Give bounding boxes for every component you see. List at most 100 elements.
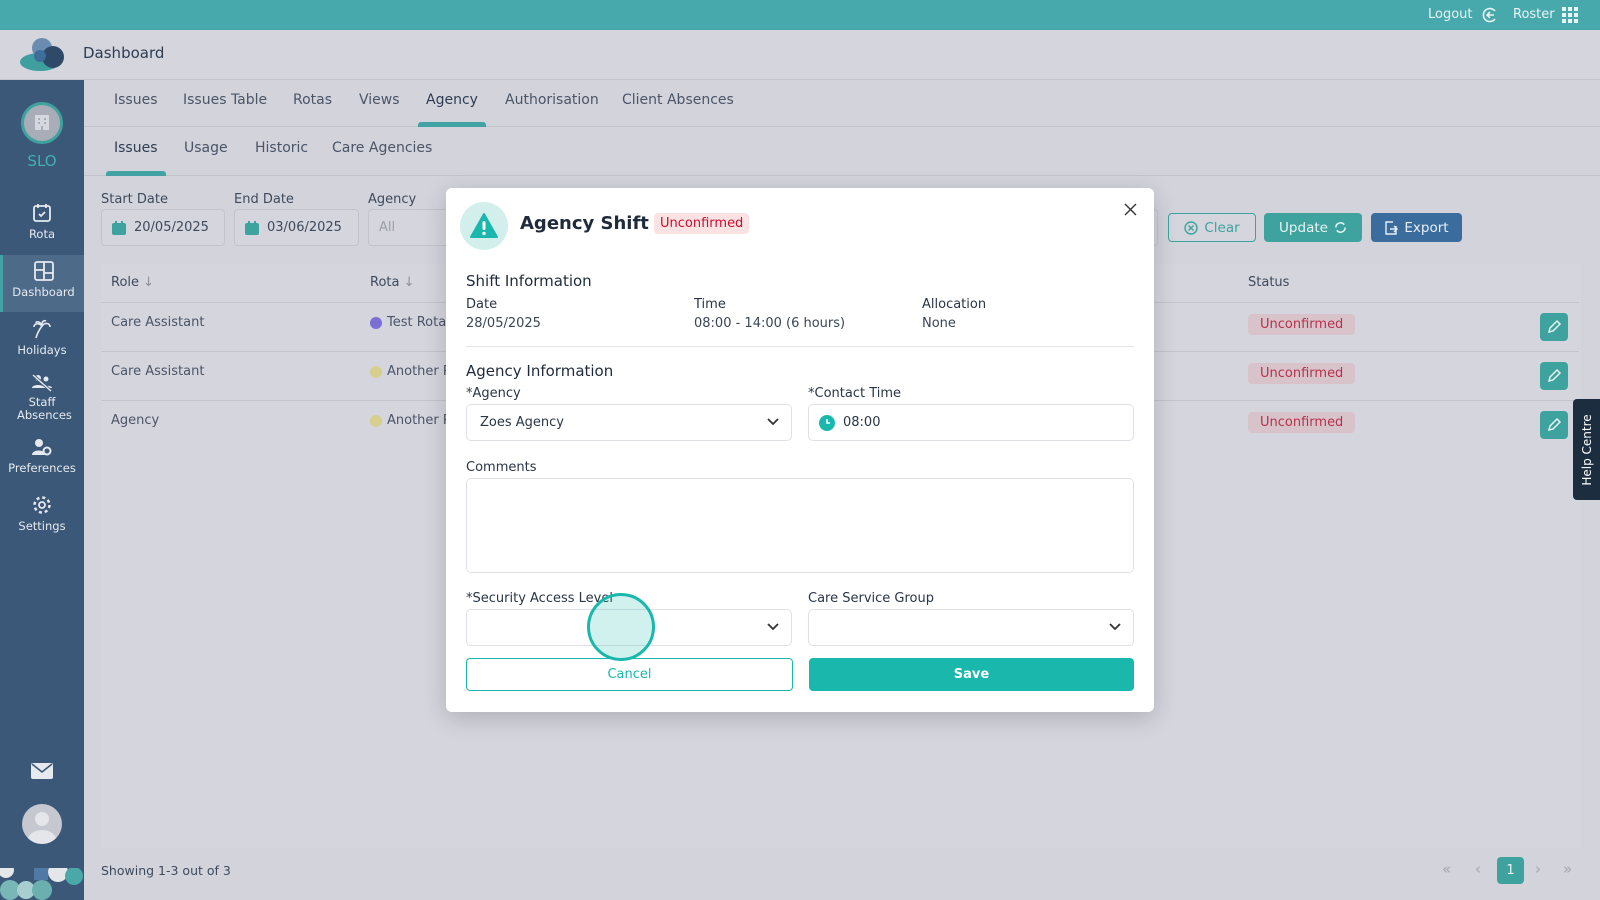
- dashboard-grid-icon: [33, 261, 54, 281]
- org-code: SLO: [27, 152, 57, 170]
- col-header-role[interactable]: Role ↓: [111, 275, 155, 290]
- date-value: 28/05/2025: [466, 316, 541, 331]
- date-label: Date: [466, 297, 498, 312]
- agency-select[interactable]: Zoes Agency: [466, 404, 792, 441]
- roster-link[interactable]: Roster: [1513, 7, 1555, 22]
- subtab-usage[interactable]: Usage: [184, 140, 228, 156]
- page-1-button[interactable]: 1: [1497, 857, 1524, 884]
- sub-tabs: Issues Usage Historic Care Agencies: [84, 127, 1600, 176]
- calendar-icon: [112, 220, 126, 235]
- main-tabs: Issues Issues Table Rotas Views Agency A…: [84, 80, 1600, 127]
- refresh-icon: [1335, 222, 1346, 233]
- first-page-icon[interactable]: «: [1442, 860, 1452, 878]
- sort-arrow-icon: ↓: [403, 275, 415, 290]
- tab-client-absences[interactable]: Client Absences: [622, 92, 734, 108]
- calendar-check-icon: [33, 204, 51, 222]
- user-gear-icon: [32, 439, 52, 456]
- sidebar-item-dashboard[interactable]: Dashboard: [0, 255, 84, 312]
- chevron-down-icon: [767, 417, 779, 425]
- rota-color-dot: [370, 317, 382, 329]
- org-avatar[interactable]: [21, 102, 63, 144]
- mail-icon[interactable]: [31, 763, 53, 779]
- shift-info-heading: Shift Information: [466, 272, 592, 290]
- user-avatar[interactable]: [22, 804, 62, 844]
- sidebar-item-settings[interactable]: Settings: [0, 494, 84, 533]
- tab-issues[interactable]: Issues: [114, 92, 158, 108]
- edit-button[interactable]: [1540, 411, 1568, 439]
- warning-triangle-icon: [470, 213, 498, 238]
- page-title: Dashboard: [83, 44, 165, 62]
- cancel-button[interactable]: Cancel: [466, 658, 793, 691]
- save-button[interactable]: Save: [809, 658, 1134, 691]
- subtab-care-agencies[interactable]: Care Agencies: [332, 140, 433, 156]
- sort-arrow-icon: ↓: [143, 275, 155, 290]
- logout-arrow-icon[interactable]: [1482, 7, 1498, 23]
- edit-button[interactable]: [1540, 362, 1568, 390]
- rota-color-dot: [370, 366, 382, 378]
- last-page-icon[interactable]: »: [1563, 860, 1573, 878]
- tab-agency[interactable]: Agency: [418, 92, 486, 127]
- top-bar: Logout Roster: [0, 0, 1600, 30]
- sidebar-item-holidays[interactable]: Holidays: [0, 318, 84, 357]
- active-subtab-indicator: [106, 171, 166, 176]
- rota-color-dot: [370, 415, 382, 427]
- start-date-input[interactable]: 20/05/2025: [101, 209, 225, 246]
- tab-views[interactable]: Views: [359, 92, 400, 108]
- sidebar: SLO Rota Dashboard Holidays Staff Absenc…: [0, 80, 84, 900]
- col-header-rota[interactable]: Rota ↓: [370, 275, 415, 290]
- close-icon[interactable]: [1124, 203, 1137, 216]
- status-badge: Unconfirmed: [1248, 363, 1356, 384]
- time-label: Time: [694, 297, 726, 312]
- role-cell: Agency: [111, 413, 160, 428]
- end-date-input[interactable]: 03/06/2025: [234, 209, 359, 246]
- warning-icon-badge: [460, 202, 508, 250]
- status-badge: Unconfirmed: [1248, 412, 1356, 433]
- help-centre-tab[interactable]: Help Centre: [1573, 399, 1600, 500]
- agency-filter-label: Agency: [368, 192, 417, 207]
- agency-info-heading: Agency Information: [466, 362, 614, 380]
- app-logo[interactable]: [18, 36, 66, 72]
- rota-cell: Test Rota: [387, 315, 447, 330]
- tab-authorisation[interactable]: Authorisation: [505, 92, 599, 108]
- grid-apps-icon[interactable]: [1562, 7, 1578, 23]
- calendar-icon: [245, 220, 259, 235]
- chevron-down-icon: [1109, 622, 1121, 630]
- chevron-down-icon: [767, 622, 779, 630]
- palm-tree-icon: [33, 319, 51, 339]
- prev-page-icon[interactable]: ‹: [1475, 860, 1481, 878]
- export-button[interactable]: Export: [1371, 213, 1462, 242]
- clear-button[interactable]: Clear: [1168, 213, 1256, 242]
- sidebar-item-staff-absences[interactable]: Staff Absences: [0, 373, 84, 422]
- comments-textarea[interactable]: [466, 478, 1134, 573]
- modal-status-badge: Unconfirmed: [654, 213, 750, 234]
- comments-label: Comments: [466, 460, 537, 475]
- sidebar-item-preferences[interactable]: Preferences: [0, 438, 84, 475]
- rota-cell: Another R: [387, 364, 452, 379]
- gear-icon: [33, 496, 51, 514]
- edit-button[interactable]: [1540, 313, 1568, 341]
- role-cell: Care Assistant: [111, 315, 205, 330]
- subtab-historic[interactable]: Historic: [255, 140, 309, 156]
- user-silhouette-icon: [28, 812, 56, 844]
- pagination-summary: Showing 1-3 out of 3: [101, 863, 231, 878]
- click-indicator: [587, 593, 655, 661]
- subtab-issues[interactable]: Issues: [106, 140, 166, 176]
- divider: [466, 346, 1134, 347]
- logout-link[interactable]: Logout: [1428, 7, 1473, 22]
- tab-issues-table[interactable]: Issues Table: [183, 92, 268, 108]
- care-service-group-select[interactable]: [808, 609, 1134, 646]
- contact-time-input[interactable]: 08:00: [808, 404, 1134, 441]
- update-button[interactable]: Update: [1264, 213, 1362, 242]
- agency-shift-modal: Agency Shift Unconfirmed Shift Informati…: [446, 188, 1154, 712]
- allocation-label: Allocation: [922, 297, 987, 312]
- care-service-group-label: Care Service Group: [808, 591, 934, 606]
- tab-rotas[interactable]: Rotas: [293, 92, 333, 108]
- sidebar-item-rota[interactable]: Rota: [0, 202, 84, 241]
- next-page-icon[interactable]: ›: [1535, 860, 1541, 878]
- status-badge: Unconfirmed: [1248, 314, 1356, 335]
- role-cell: Care Assistant: [111, 364, 205, 379]
- building-icon: [35, 115, 49, 130]
- modal-title: Agency Shift: [520, 213, 649, 234]
- active-tab-indicator: [418, 122, 486, 127]
- allocation-value: None: [922, 316, 956, 331]
